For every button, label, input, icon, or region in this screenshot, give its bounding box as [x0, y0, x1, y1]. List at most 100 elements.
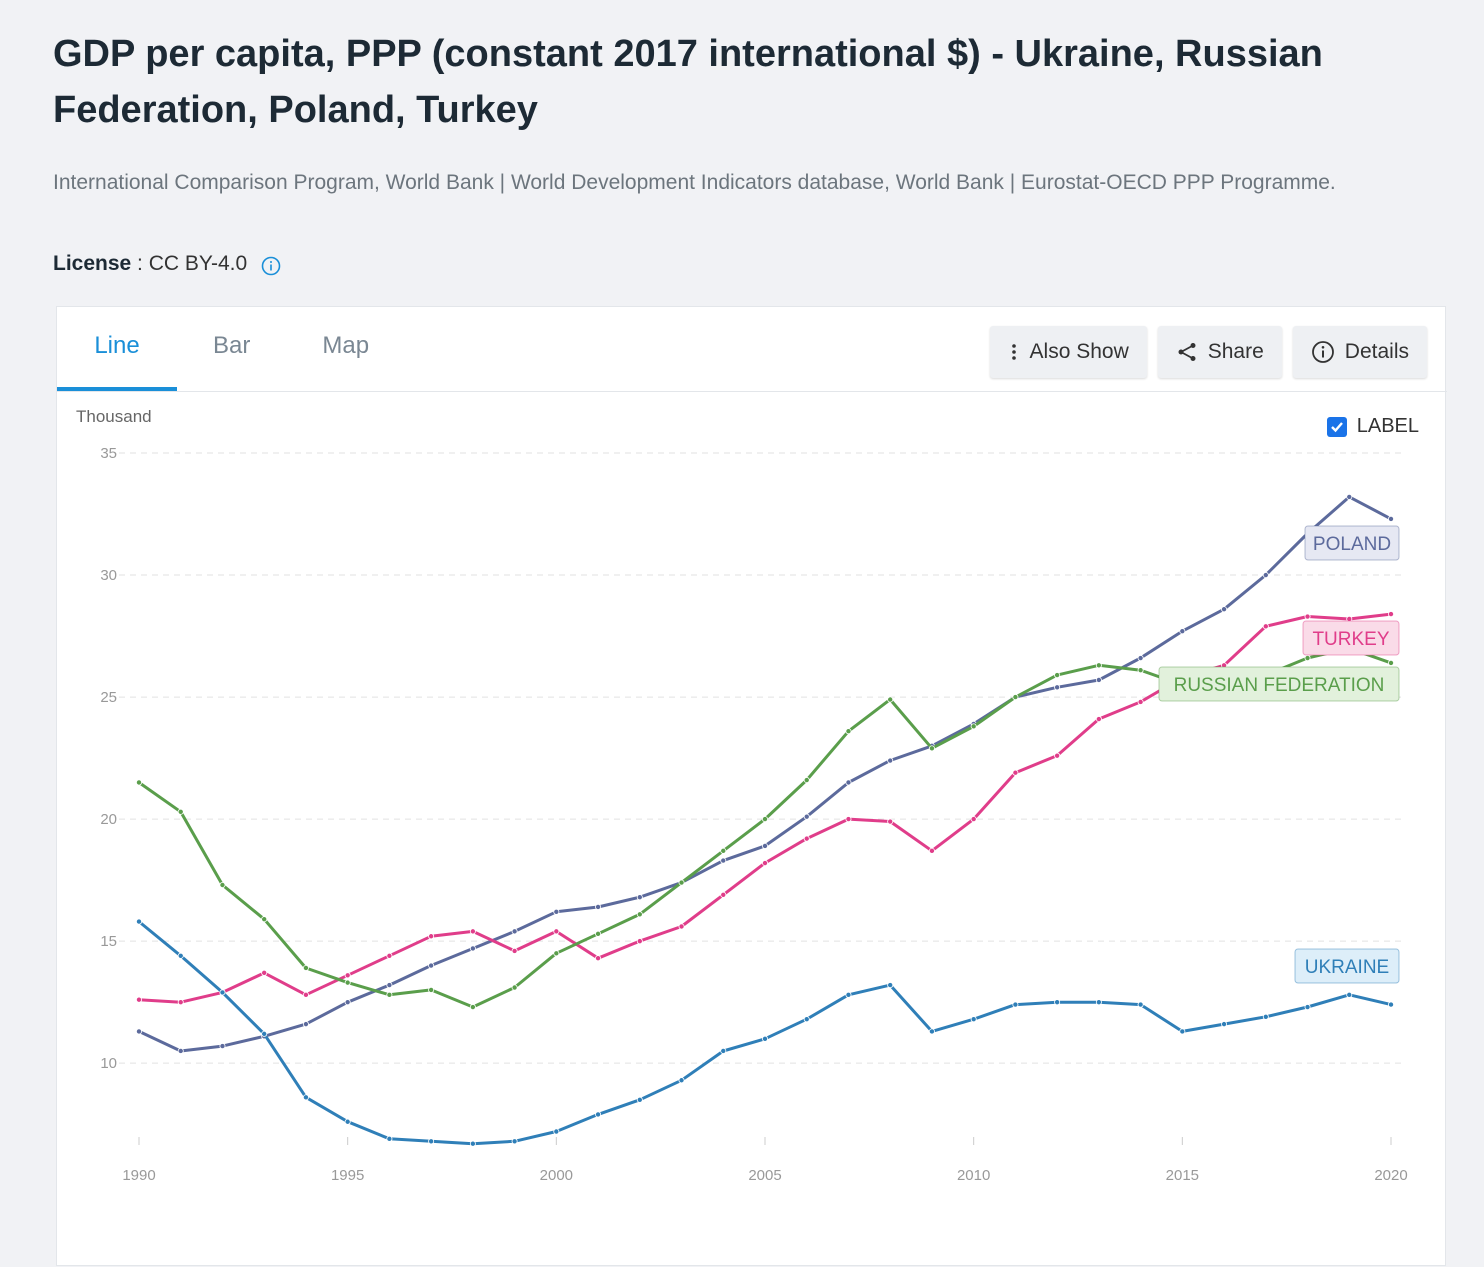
series-line[interactable]	[138, 646, 1392, 1009]
also-show-button[interactable]: Also Show	[989, 326, 1147, 378]
data-point[interactable]	[177, 808, 184, 815]
data-point[interactable]	[845, 779, 852, 786]
data-point[interactable]	[1179, 628, 1186, 635]
data-point[interactable]	[1137, 667, 1144, 674]
data-point[interactable]	[1054, 752, 1061, 759]
label-checkbox[interactable]	[1326, 416, 1347, 437]
data-point[interactable]	[261, 969, 268, 976]
data-point[interactable]	[1262, 572, 1269, 579]
data-point[interactable]	[1095, 716, 1102, 723]
data-point[interactable]	[720, 1047, 727, 1054]
data-point[interactable]	[177, 1047, 184, 1054]
data-point[interactable]	[762, 860, 769, 867]
data-point[interactable]	[970, 816, 977, 823]
data-point[interactable]	[1262, 623, 1269, 630]
data-point[interactable]	[261, 1030, 268, 1037]
data-point[interactable]	[469, 1140, 476, 1147]
data-point[interactable]	[1012, 694, 1019, 701]
data-point[interactable]	[1012, 769, 1019, 776]
data-point[interactable]	[344, 972, 351, 979]
data-point[interactable]	[261, 916, 268, 923]
data-point[interactable]	[1346, 991, 1353, 998]
data-point[interactable]	[428, 933, 435, 940]
data-point[interactable]	[1054, 684, 1061, 691]
data-point[interactable]	[803, 777, 810, 784]
data-point[interactable]	[553, 950, 560, 957]
data-point[interactable]	[386, 982, 393, 989]
data-point[interactable]	[511, 947, 518, 954]
data-point[interactable]	[1179, 1028, 1186, 1035]
data-point[interactable]	[1388, 659, 1395, 666]
data-point[interactable]	[762, 1035, 769, 1042]
data-point[interactable]	[219, 989, 226, 996]
data-point[interactable]	[469, 945, 476, 952]
data-point[interactable]	[762, 842, 769, 849]
data-point[interactable]	[970, 1016, 977, 1023]
data-point[interactable]	[1346, 493, 1353, 500]
data-point[interactable]	[428, 1138, 435, 1145]
data-point[interactable]	[1388, 515, 1395, 522]
data-point[interactable]	[636, 1096, 643, 1103]
data-point[interactable]	[177, 952, 184, 959]
data-point[interactable]	[1388, 611, 1395, 618]
data-point[interactable]	[845, 728, 852, 735]
data-point[interactable]	[386, 952, 393, 959]
data-point[interactable]	[720, 891, 727, 898]
data-point[interactable]	[511, 984, 518, 991]
data-point[interactable]	[1137, 655, 1144, 662]
data-point[interactable]	[1262, 1013, 1269, 1020]
data-point[interactable]	[928, 1028, 935, 1035]
data-point[interactable]	[595, 955, 602, 962]
data-point[interactable]	[1137, 698, 1144, 705]
data-point[interactable]	[386, 991, 393, 998]
data-point[interactable]	[678, 879, 685, 886]
data-point[interactable]	[887, 757, 894, 764]
data-point[interactable]	[970, 723, 977, 730]
data-point[interactable]	[1304, 613, 1311, 620]
data-point[interactable]	[887, 818, 894, 825]
tab-line[interactable]: Line	[57, 307, 177, 391]
data-point[interactable]	[595, 1111, 602, 1118]
data-point[interactable]	[1221, 1021, 1228, 1028]
data-point[interactable]	[636, 911, 643, 918]
data-point[interactable]	[1012, 1001, 1019, 1008]
data-point[interactable]	[887, 696, 894, 703]
data-point[interactable]	[511, 928, 518, 935]
data-point[interactable]	[511, 1138, 518, 1145]
data-point[interactable]	[428, 962, 435, 969]
data-point[interactable]	[344, 979, 351, 986]
data-point[interactable]	[845, 816, 852, 823]
data-point[interactable]	[302, 1021, 309, 1028]
data-point[interactable]	[219, 882, 226, 889]
data-point[interactable]	[803, 835, 810, 842]
data-point[interactable]	[928, 847, 935, 854]
data-point[interactable]	[302, 1094, 309, 1101]
data-point[interactable]	[845, 991, 852, 998]
data-point[interactable]	[344, 1118, 351, 1125]
data-point[interactable]	[803, 813, 810, 820]
details-button[interactable]: Details	[1292, 326, 1427, 378]
series-poland[interactable]	[136, 493, 1395, 1054]
data-point[interactable]	[678, 923, 685, 930]
data-point[interactable]	[553, 908, 560, 915]
data-point[interactable]	[553, 1128, 560, 1135]
data-point[interactable]	[177, 999, 184, 1006]
data-point[interactable]	[1054, 672, 1061, 679]
data-point[interactable]	[595, 930, 602, 937]
data-point[interactable]	[136, 1028, 143, 1035]
data-point[interactable]	[136, 779, 143, 786]
data-point[interactable]	[428, 986, 435, 993]
series-line[interactable]	[138, 920, 1392, 1146]
series-ukraine[interactable]	[136, 918, 1395, 1147]
share-button[interactable]: Share	[1157, 326, 1282, 378]
data-point[interactable]	[136, 918, 143, 925]
data-point[interactable]	[1095, 676, 1102, 683]
data-point[interactable]	[302, 991, 309, 998]
data-point[interactable]	[386, 1135, 393, 1142]
data-point[interactable]	[219, 1043, 226, 1050]
data-point[interactable]	[136, 996, 143, 1003]
label-toggle[interactable]: LABEL	[1326, 415, 1419, 438]
data-point[interactable]	[928, 745, 935, 752]
data-point[interactable]	[302, 964, 309, 971]
data-point[interactable]	[803, 1016, 810, 1023]
